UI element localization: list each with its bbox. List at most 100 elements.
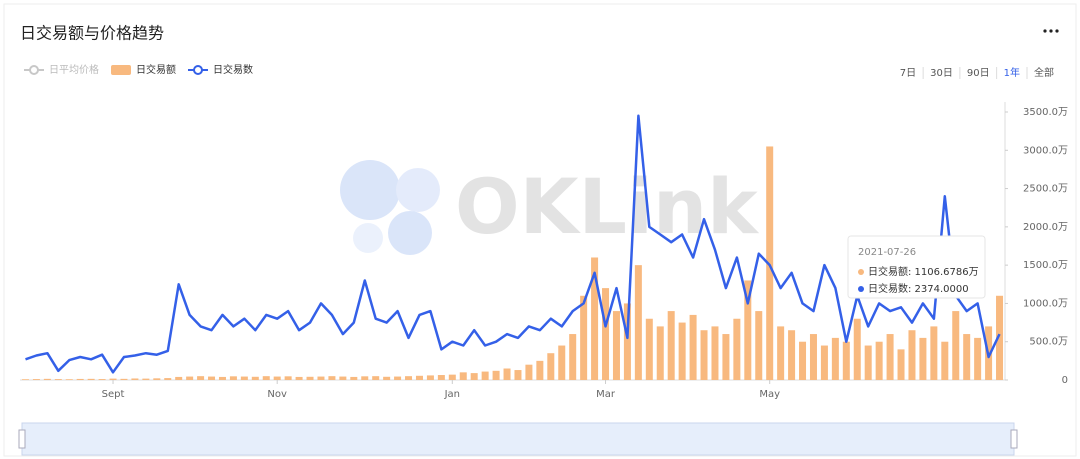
bar: [437, 375, 445, 380]
bar: [426, 375, 434, 380]
bar: [941, 341, 949, 380]
bar: [930, 326, 938, 380]
tooltip-item: 日交易数: 2374.0000: [868, 282, 969, 295]
bar: [350, 376, 358, 380]
bar: [700, 330, 708, 380]
card: [3, 3, 1077, 457]
bar: [678, 322, 686, 380]
tooltip-dot: [858, 286, 864, 292]
bar: [853, 318, 861, 380]
bar: [842, 341, 850, 380]
bar: [602, 288, 610, 380]
bar: [755, 311, 763, 380]
bar: [459, 372, 467, 380]
bar: [908, 330, 916, 380]
x-tick-label: Sept: [102, 389, 125, 400]
bar: [481, 371, 489, 380]
bar: [864, 345, 872, 380]
bar: [273, 376, 281, 380]
bar: [525, 364, 533, 380]
bar: [164, 378, 172, 380]
bar: [109, 378, 117, 380]
legend-item[interactable]: 日交易数: [188, 63, 253, 76]
bar: [591, 257, 599, 380]
bar: [240, 376, 248, 380]
bar: [76, 378, 84, 380]
range-button[interactable]: 7日: [900, 68, 916, 79]
bar: [32, 379, 40, 380]
bar: [87, 378, 95, 380]
bar: [218, 376, 226, 380]
bar: [547, 353, 555, 380]
bar: [558, 345, 566, 380]
zoom-slider[interactable]: [18, 422, 1018, 456]
bar: [328, 376, 336, 380]
bar: [820, 345, 828, 380]
legend-item[interactable]: 日平均价格: [24, 63, 99, 76]
bar: [262, 376, 270, 380]
bar: [514, 370, 522, 380]
bar: [295, 376, 303, 380]
x-tick-label: Jan: [444, 389, 460, 400]
legend-label: 日交易额: [136, 63, 176, 76]
bar: [339, 376, 347, 380]
bar: [65, 379, 73, 380]
bar: [284, 376, 292, 380]
bar: [569, 334, 577, 380]
y-tick-label: 0: [1062, 375, 1068, 386]
bar: [897, 349, 905, 380]
bar: [372, 376, 380, 380]
tooltip-date: 2021-07-26: [858, 247, 916, 258]
y-tick-label: 2500.0万: [1023, 184, 1068, 195]
bar: [229, 376, 237, 380]
bar: [974, 337, 982, 380]
legend-swatch: [193, 65, 203, 75]
y-tick-label: 3000.0万: [1023, 145, 1068, 156]
bar: [963, 334, 971, 380]
bar: [996, 295, 1004, 380]
line: [25, 114, 1001, 374]
tooltip-dot: [858, 269, 864, 275]
bar: [175, 376, 183, 380]
bar: [744, 280, 752, 380]
bar: [886, 334, 894, 380]
bar: [394, 376, 402, 380]
legend-label: 日平均价格: [49, 63, 99, 76]
bar: [919, 337, 927, 380]
bar: [733, 318, 741, 380]
bar: [415, 375, 423, 380]
y-tick-label: 1000.0万: [1023, 298, 1068, 309]
bar: [361, 376, 369, 380]
bar: [645, 318, 653, 380]
range-button[interactable]: 全部: [1034, 66, 1054, 79]
menu-icon[interactable]: [1043, 29, 1059, 33]
bar: [799, 341, 807, 380]
watermark-text: OKLink: [455, 162, 759, 251]
bar: [766, 146, 774, 380]
y-tick-label: 1500.0万: [1023, 260, 1068, 271]
bar: [777, 326, 785, 380]
bar: [142, 378, 150, 380]
bar: [54, 379, 62, 380]
bar: [875, 341, 883, 380]
bar: [952, 311, 960, 380]
bar: [503, 368, 511, 380]
bar: [656, 326, 664, 380]
x-tick-label: May: [759, 389, 780, 400]
bar: [131, 378, 139, 380]
bar: [634, 265, 642, 380]
legend-item[interactable]: 日交易额: [111, 63, 176, 76]
bar: [120, 378, 128, 380]
bar: [809, 334, 817, 380]
bar: [722, 334, 730, 380]
range-button[interactable]: 90日: [967, 68, 990, 79]
bar: [623, 303, 631, 380]
bar: [689, 314, 697, 380]
range-button[interactable]: 30日: [930, 68, 953, 79]
range-button[interactable]: 1年: [1004, 66, 1020, 79]
bar: [448, 374, 456, 380]
bar: [98, 379, 106, 380]
